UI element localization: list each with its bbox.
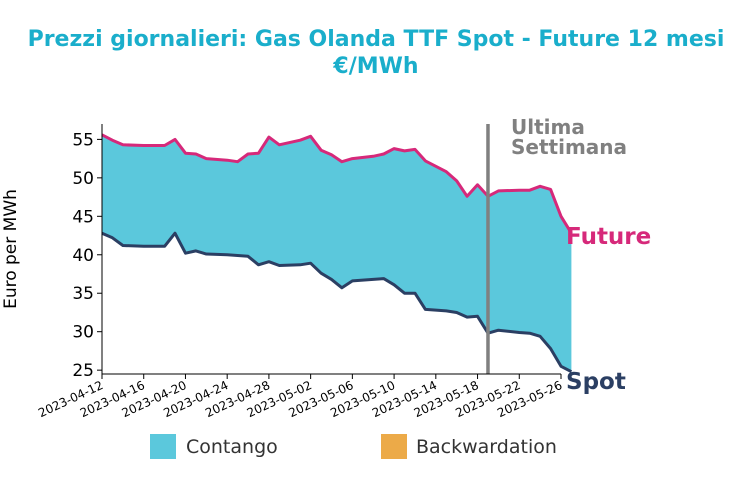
future-series-label: Future bbox=[566, 224, 651, 250]
future-line bbox=[101, 133, 573, 234]
plot-area bbox=[101, 124, 573, 374]
vline-label-line1: Ultima bbox=[511, 115, 585, 139]
chart-title: Prezzi giornalieri: Gas Olanda TTF Spot … bbox=[28, 27, 725, 52]
spot-series-label: Spot bbox=[566, 369, 626, 395]
legend-label-backwardation: Backwardation bbox=[416, 436, 557, 458]
y-tick-label: 45 bbox=[72, 207, 94, 227]
legend-swatch-backwardation bbox=[381, 434, 407, 459]
legend-label-contango: Contango bbox=[186, 436, 278, 458]
y-axis-label: Euro per MWh bbox=[1, 189, 21, 309]
legend-swatch-contango bbox=[150, 434, 176, 459]
chart-subtitle: €/MWh bbox=[332, 54, 418, 79]
y-tick-label: 25 bbox=[72, 361, 94, 381]
y-tick-label: 35 bbox=[72, 284, 94, 304]
legend: Contango Backwardation bbox=[150, 434, 557, 459]
y-tick-label: 40 bbox=[72, 246, 94, 266]
y-axis: 25 30 35 40 45 50 55 bbox=[72, 124, 103, 381]
x-axis: 2023-04-122023-04-162023-04-202023-04-24… bbox=[36, 373, 564, 420]
y-tick-label: 55 bbox=[72, 130, 94, 150]
vline-label-line2: Settimana bbox=[511, 135, 627, 159]
contango-area bbox=[102, 134, 572, 372]
spot-line bbox=[101, 231, 573, 374]
y-tick-label: 50 bbox=[72, 169, 94, 189]
y-tick-label: 30 bbox=[72, 323, 94, 343]
